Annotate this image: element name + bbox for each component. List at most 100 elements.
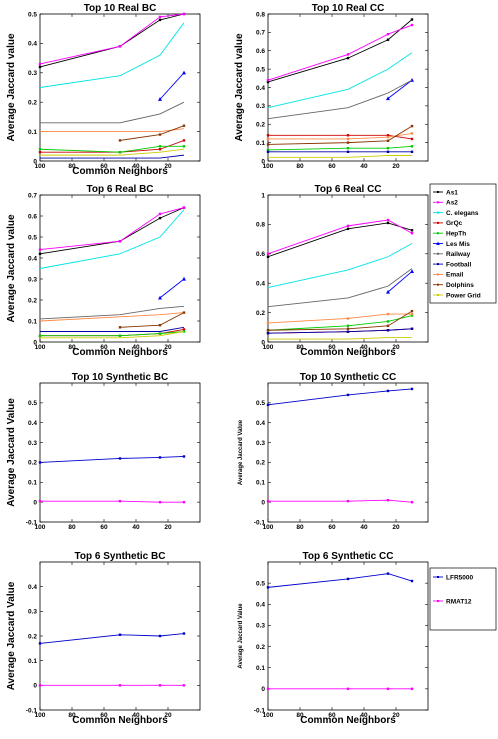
chart-panel-4: Top 6 Real CC Common Neighbors 0 0.2 0.4 0.6 0… [256,184,429,358]
data-point [158,295,162,300]
data-point [266,403,270,407]
x-axis-label: Common Neighbors [72,166,168,177]
data-point [266,329,270,332]
x-tick-label: 80 [296,163,304,170]
y-tick-label: 0.7 [28,192,37,199]
data-point [386,38,390,41]
y-tick-label: 0.1 [28,129,37,136]
series-line-as1 [267,222,413,258]
data-point [410,23,414,27]
data-point [346,224,350,228]
x-tick-label: 20 [164,344,172,351]
data-point [410,387,414,391]
y-tick-label: 0.5 [256,66,265,73]
y-tick-label: 1 [261,192,265,199]
y-tick-label: -0.1 [254,519,266,526]
chart-panel-1: Top 10 Real BC Average Jaccard value Commo… [6,3,201,177]
series-line-les-mis [159,72,185,100]
chart-panel-8: Top 6 Synthetic CC Average Jaccard Value C… [238,551,429,726]
data-point [410,229,414,232]
data-point [38,148,42,151]
chart-title: Top 10 Real CC [312,3,385,14]
data-point [118,326,122,329]
data-point [38,684,42,687]
series-line-rmat12 [268,499,413,503]
data-point [386,218,390,222]
data-point [158,18,162,22]
legend-label: Power Grid [446,292,481,299]
chart-title: Top 6 Real BC [86,184,153,195]
data-point [410,327,414,330]
data-point [346,499,350,503]
x-tick-label: 100 [263,344,274,351]
data-point [158,456,162,459]
x-axis-label: Common Neighbors [72,347,168,358]
y-tick-label: 0.2 [256,644,265,651]
y-tick-label: 0.6 [256,251,265,258]
y-tick-label: 0.4 [256,85,265,92]
data-point [410,687,414,691]
series-line-rmat12 [40,500,184,503]
x-tick-label: 40 [360,712,368,719]
series-line-c-elegans [267,52,413,109]
data-point [182,500,186,504]
data-point [386,312,390,316]
legend-marker [437,232,439,235]
data-point [158,332,162,335]
series-line-les-mis [159,278,185,299]
data-point [346,577,350,581]
data-point [346,393,350,397]
x-tick-label: 40 [132,524,140,531]
y-tick-label: 0.8 [256,222,265,229]
y-axis-label: Average Jaccard value [6,214,17,322]
series-line-grqc [268,134,413,140]
series-line-lfr5000 [267,388,413,406]
x-tick-label: 20 [164,163,172,170]
chart-panel-7: Top 6 Synthetic BC Average Jaccard Value C… [6,551,201,726]
series-line-railway [267,79,413,120]
data-point [182,145,186,148]
x-tick-label: 20 [392,712,400,719]
y-tick-label: 0.5 [256,580,265,587]
y-tick-label: 0 [33,158,37,165]
series-line-c-elegans [39,22,185,88]
series-line-power-grid [40,331,185,339]
data-point [38,642,42,645]
series-line-railway [267,268,413,308]
y-tick-label: 0.2 [256,122,265,129]
y-tick-label: 0.3 [256,623,265,630]
legend-marker [436,241,440,245]
legend-label: As1 [446,189,458,196]
y-tick-label: 0.3 [28,276,37,283]
data-point [410,312,414,316]
x-axis-label: Common Neighbors [300,347,396,358]
legend-label: Football [446,261,471,268]
y-axis-label: Average Jaccard value [234,33,245,141]
data-point [182,124,186,127]
data-point [386,96,390,101]
legend-label: Railway [446,251,471,258]
y-tick-label: -0.1 [26,519,38,526]
series-line-grqc [40,139,185,153]
y-tick-label: 0.4 [256,281,265,288]
series-line-grqc [40,328,185,337]
data-point [182,328,186,331]
chart-panel-6: Top 10 Synthetic CC Average Jaccard Value… [238,372,429,531]
data-point [346,150,350,154]
data-point [410,132,414,135]
chart-panel-5: Top 10 Synthetic BC Average Jaccard Value… [6,372,201,531]
data-point [182,632,186,635]
x-tick-label: 60 [100,524,108,531]
legend-label: C. elegans [446,210,479,217]
x-tick-label: 100 [263,163,274,170]
legend-marker [437,263,439,266]
data-point [182,311,186,314]
legend-marker [437,191,439,193]
chart-title: Top 6 Real CC [314,184,381,195]
series-line-as2 [267,24,413,81]
data-point [410,137,414,141]
y-tick-label: 0 [261,158,265,165]
legend-real: As1 As2 C. elegans GrQc HepTh Les Mis Railway F… [429,183,497,304]
series-line-hepth [40,331,185,337]
